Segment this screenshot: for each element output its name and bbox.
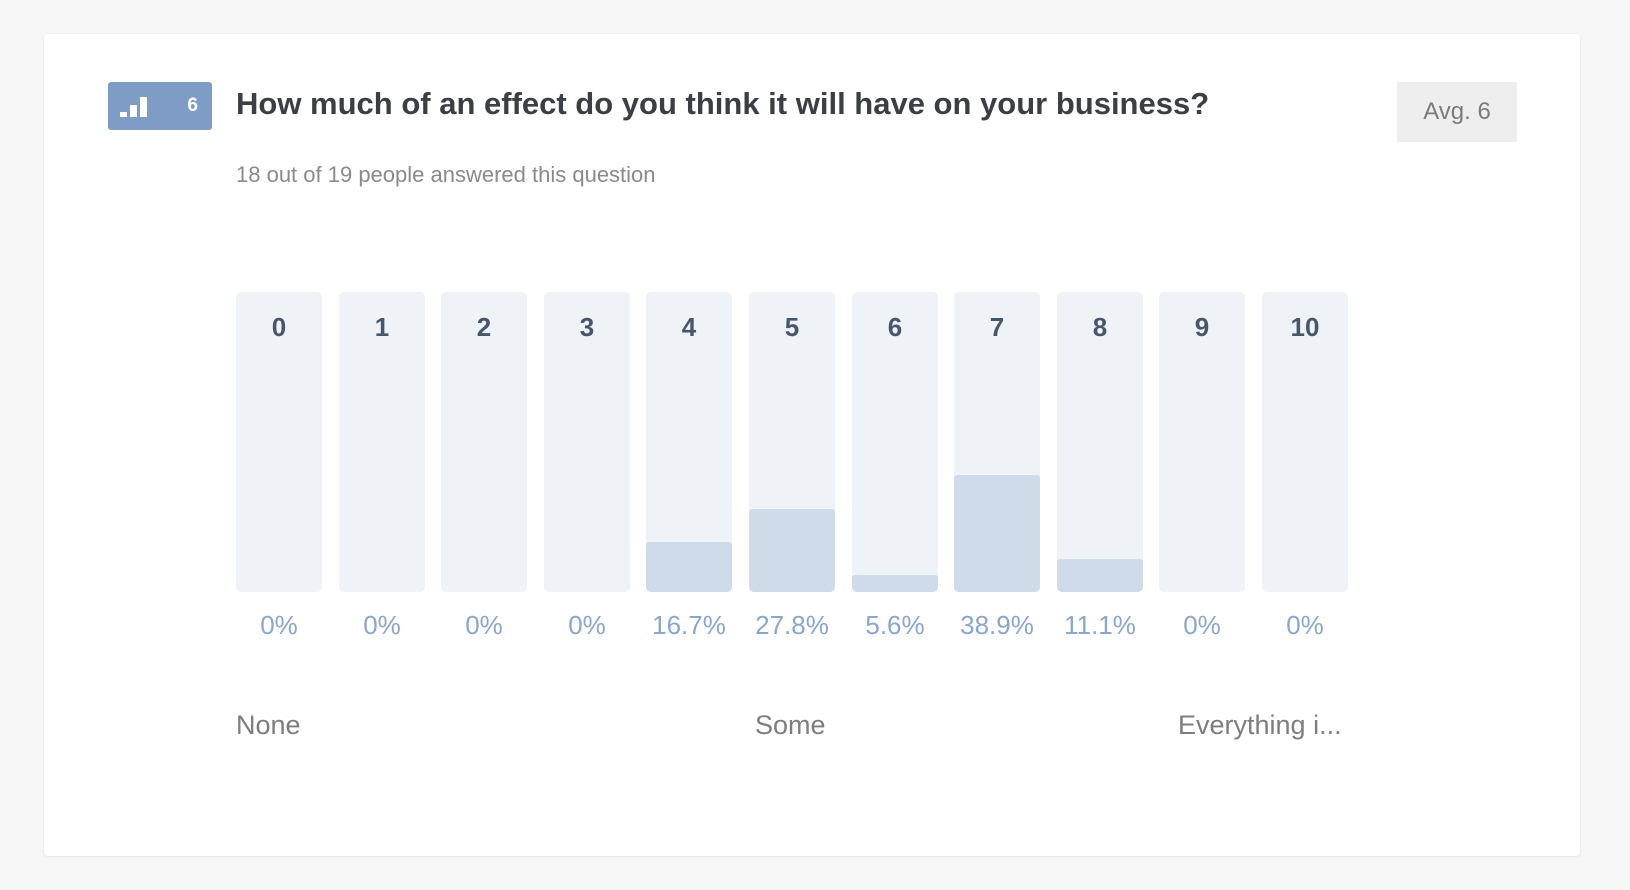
bar-label-9: 9: [1194, 312, 1210, 342]
bar-6: 6: [852, 292, 938, 592]
bar-percent-8: 11.1%: [1064, 610, 1136, 640]
bar-fill-5: [749, 508, 835, 592]
bar-label-1: 1: [374, 312, 390, 342]
response-count: 18 out of 19 people answered this questi…: [236, 162, 656, 187]
bar-percent-6: 5.6%: [865, 610, 925, 640]
bar-label-7: 7: [989, 312, 1005, 342]
scale-label-low: None: [236, 710, 301, 740]
scale-label-high: Everything i...: [1178, 710, 1342, 740]
bar-3: 3: [544, 292, 630, 592]
bar-2: 2: [441, 292, 527, 592]
bar-percent-1: 0%: [363, 610, 401, 640]
bar-label-3: 3: [579, 312, 595, 342]
average-badge: Avg. 6: [1397, 82, 1517, 142]
bar-label-6: 6: [887, 312, 903, 342]
bar-10: 10: [1262, 292, 1348, 592]
question-card: 6 How much of an effect do you think it …: [44, 34, 1580, 856]
bar-9: 9: [1159, 292, 1245, 592]
bar-percent-0: 0%: [260, 610, 298, 640]
bar-fill-4: [646, 541, 732, 592]
scale-label-mid: Some: [755, 710, 826, 740]
bar-percent-7: 38.9%: [960, 610, 1034, 640]
bar-percent-4: 16.7%: [652, 610, 726, 640]
bar-percent-3: 0%: [568, 610, 606, 640]
bar-7: 7: [954, 292, 1040, 592]
bar-fill-8: [1057, 558, 1143, 592]
bar-label-10: 10: [1290, 312, 1320, 342]
bar-label-0: 0: [271, 312, 287, 342]
bar-percent-9: 0%: [1183, 610, 1221, 640]
question-title: How much of an effect do you think it wi…: [236, 86, 1210, 121]
bar-percent-5: 27.8%: [755, 610, 829, 640]
bar-label-8: 8: [1092, 312, 1108, 342]
bar-label-4: 4: [681, 312, 697, 342]
question-number: 6: [187, 95, 198, 116]
bar-0: 0: [236, 292, 322, 592]
bar-1: 1: [339, 292, 425, 592]
bar-label-2: 2: [476, 312, 492, 342]
bar-4: 4: [646, 292, 732, 592]
bar-label-5: 5: [784, 312, 800, 342]
bar-5: 5: [749, 292, 835, 592]
question-badge: 6: [108, 82, 212, 130]
bar-fill-6: [852, 575, 938, 592]
bar-percent-2: 0%: [465, 610, 503, 640]
bar-percent-10: 0%: [1286, 610, 1324, 640]
bar-8: 8: [1057, 292, 1143, 592]
bar-fill-7: [954, 475, 1040, 592]
rating-scale-icon: [120, 97, 147, 117]
